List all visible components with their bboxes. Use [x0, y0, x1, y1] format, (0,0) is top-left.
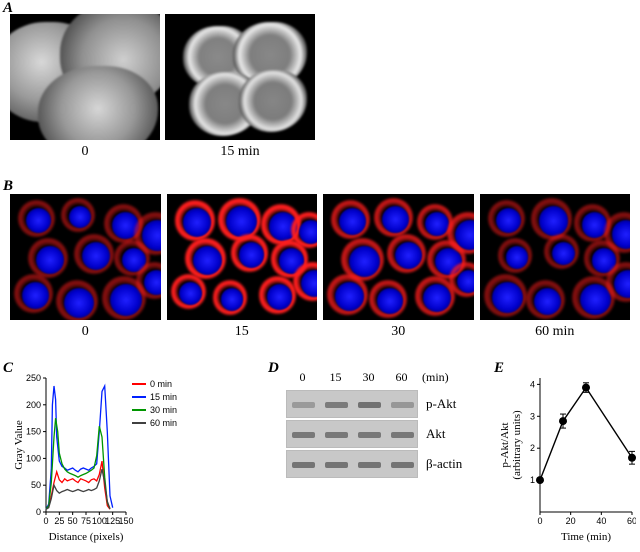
blot-label-1: Akt [426, 426, 446, 442]
svg-text:(arbitrary units): (arbitrary units) [511, 410, 523, 480]
svg-text:0: 0 [537, 516, 542, 526]
svg-text:2: 2 [530, 443, 535, 453]
panel-b-caption-1: 15 [167, 324, 318, 340]
panel-d-label: D [268, 360, 279, 377]
blot-row-1 [286, 420, 418, 448]
svg-text:1: 1 [530, 475, 535, 485]
blot-label-0: p-Akt [426, 396, 456, 412]
svg-text:40: 40 [596, 516, 606, 526]
svg-text:60: 60 [627, 516, 636, 526]
svg-text:30 min: 30 min [150, 405, 177, 415]
panel-b-image-3 [480, 194, 631, 320]
panel-b-caption-3: 60 min [480, 324, 631, 340]
blot-timepoint-0: 0 [286, 370, 319, 385]
panel-a-caption-0: 0 [10, 144, 160, 160]
panel-a-image-1 [165, 14, 315, 140]
blot-timepoint-3: 60 [385, 370, 418, 385]
svg-text:4: 4 [530, 379, 535, 389]
panel-b-image-0 [10, 194, 161, 320]
panel-b-caption-2: 30 [323, 324, 474, 340]
blot-row-2 [286, 450, 418, 478]
svg-text:15 min: 15 min [150, 392, 177, 402]
blot-label-2: β-actin [426, 456, 462, 472]
blot-timepoint-2: 30 [352, 370, 385, 385]
blot-time-unit: (min) [422, 370, 449, 385]
panel-b-caption-0: 0 [10, 324, 161, 340]
svg-text:50: 50 [31, 480, 41, 490]
svg-text:0 min: 0 min [150, 379, 172, 389]
panel-a-caption-1: 15 min [165, 144, 315, 160]
svg-text:50: 50 [68, 516, 78, 526]
panel-b-image-1 [167, 194, 318, 320]
panel-e-chart: 0 20 40 60 1 2 3 4 Time (min) p-Akt/Akt(arbitrary… [498, 372, 636, 544]
panel-b-image-2 [323, 194, 474, 320]
svg-text:250: 250 [26, 373, 41, 383]
panel-d-blot: 0153060 (min) p-Akt Akt β-actin [286, 370, 482, 478]
blot-row-0 [286, 390, 418, 418]
svg-text:150: 150 [26, 427, 41, 437]
svg-text:Gray Value: Gray Value [13, 420, 25, 470]
svg-text:Distance (pixels): Distance (pixels) [49, 531, 124, 543]
svg-text:p-Akt/Akt: p-Akt/Akt [499, 422, 511, 467]
svg-text:150: 150 [118, 516, 133, 526]
svg-text:60 min: 60 min [150, 418, 177, 428]
blot-timepoint-1: 15 [319, 370, 352, 385]
svg-text:0: 0 [36, 507, 41, 517]
panel-a-image-0 [10, 14, 160, 140]
svg-text:3: 3 [530, 411, 535, 421]
svg-text:100: 100 [26, 453, 41, 463]
svg-text:20: 20 [566, 516, 576, 526]
svg-text:0: 0 [43, 516, 48, 526]
svg-text:200: 200 [26, 400, 41, 410]
panel-b-label: B [3, 178, 13, 195]
svg-text:25: 25 [54, 516, 64, 526]
panel-c-chart: 0255075100125150050100150200250Distance … [12, 372, 194, 544]
svg-text:75: 75 [81, 516, 91, 526]
svg-text:Time (min): Time (min) [561, 531, 611, 543]
